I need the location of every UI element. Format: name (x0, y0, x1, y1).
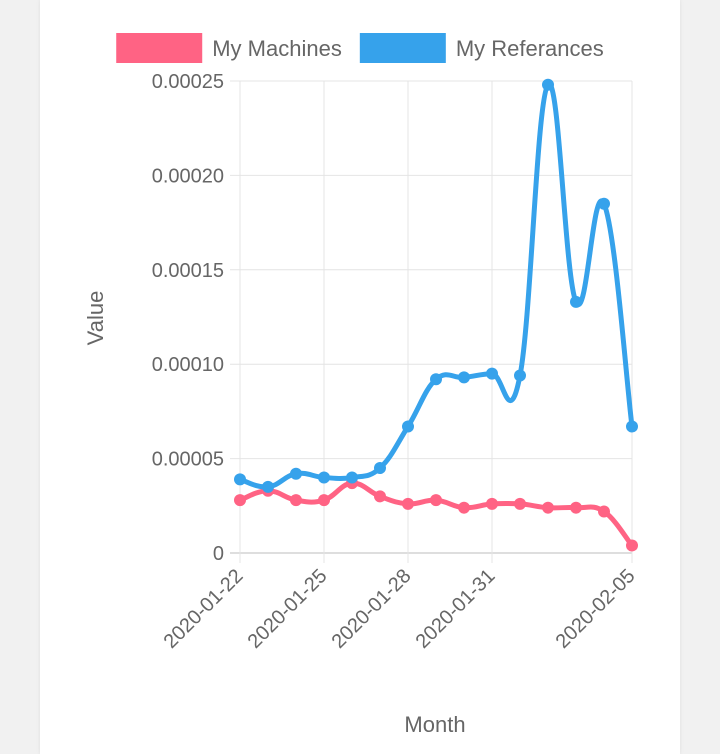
legend-label: My Machines (212, 36, 342, 61)
data-point[interactable] (234, 473, 246, 486)
grid (230, 80, 633, 563)
data-point[interactable] (514, 497, 526, 510)
data-point[interactable] (542, 501, 554, 514)
data-point[interactable] (626, 420, 638, 433)
series-layer (234, 78, 638, 552)
y-tick-label: 0.00010 (152, 354, 224, 376)
x-axis-ticks: 2020-01-222020-01-252020-01-282020-01-31… (160, 565, 640, 653)
data-point[interactable] (234, 494, 246, 507)
legend-label: My Referances (456, 36, 604, 61)
data-point[interactable] (458, 371, 470, 384)
data-point[interactable] (598, 505, 610, 518)
data-point[interactable] (374, 462, 386, 475)
data-point[interactable] (626, 539, 638, 552)
y-tick-label: 0 (213, 543, 224, 565)
x-tick-label: 2020-01-25 (244, 565, 332, 653)
data-point[interactable] (486, 497, 498, 510)
x-tick-label: 2020-01-28 (328, 565, 416, 653)
data-point[interactable] (374, 490, 386, 503)
x-axis-title: Month (404, 712, 465, 737)
y-axis-ticks: 0 0.00005 0.00010 0.00015 0.00020 0.00025 (152, 71, 224, 565)
legend-item-my-referances[interactable]: My Referances (359, 33, 604, 63)
data-point[interactable] (318, 494, 330, 507)
data-point[interactable] (290, 467, 302, 480)
chart-card: My Machines My Referances 0 0.00005 0.00010… (40, 0, 680, 754)
data-point[interactable] (346, 471, 358, 484)
data-point[interactable] (598, 197, 610, 210)
y-tick-label: 0.00025 (152, 71, 224, 93)
data-point[interactable] (542, 78, 554, 91)
series-line (237, 82, 635, 490)
series-line (237, 480, 635, 548)
series-my-referances (234, 78, 638, 493)
y-tick-label: 0.00020 (152, 165, 224, 187)
x-tick-label: 2020-01-22 (160, 565, 248, 653)
legend: My Machines My Referances (116, 33, 604, 63)
data-point[interactable] (262, 480, 274, 493)
data-point[interactable] (290, 494, 302, 507)
legend-swatch (116, 33, 203, 63)
legend-swatch (359, 33, 446, 63)
y-tick-label: 0.00015 (152, 260, 224, 282)
data-point[interactable] (570, 501, 582, 514)
line-chart: My Machines My Referances 0 0.00005 0.00010… (83, 33, 640, 737)
y-tick-label: 0.00005 (152, 449, 224, 471)
series-my-machines (234, 477, 638, 552)
data-point[interactable] (402, 420, 414, 433)
x-tick-label: 2020-01-31 (412, 565, 500, 653)
data-point[interactable] (430, 494, 442, 507)
data-point[interactable] (486, 367, 498, 380)
data-point[interactable] (458, 501, 470, 514)
data-point[interactable] (402, 497, 414, 510)
data-point[interactable] (514, 369, 526, 382)
y-axis-title: Value (83, 291, 108, 346)
data-point[interactable] (570, 295, 582, 308)
data-point[interactable] (430, 373, 442, 386)
legend-item-my-machines[interactable]: My Machines (116, 33, 342, 63)
x-tick-label: 2020-02-05 (552, 565, 640, 653)
data-point[interactable] (318, 471, 330, 484)
